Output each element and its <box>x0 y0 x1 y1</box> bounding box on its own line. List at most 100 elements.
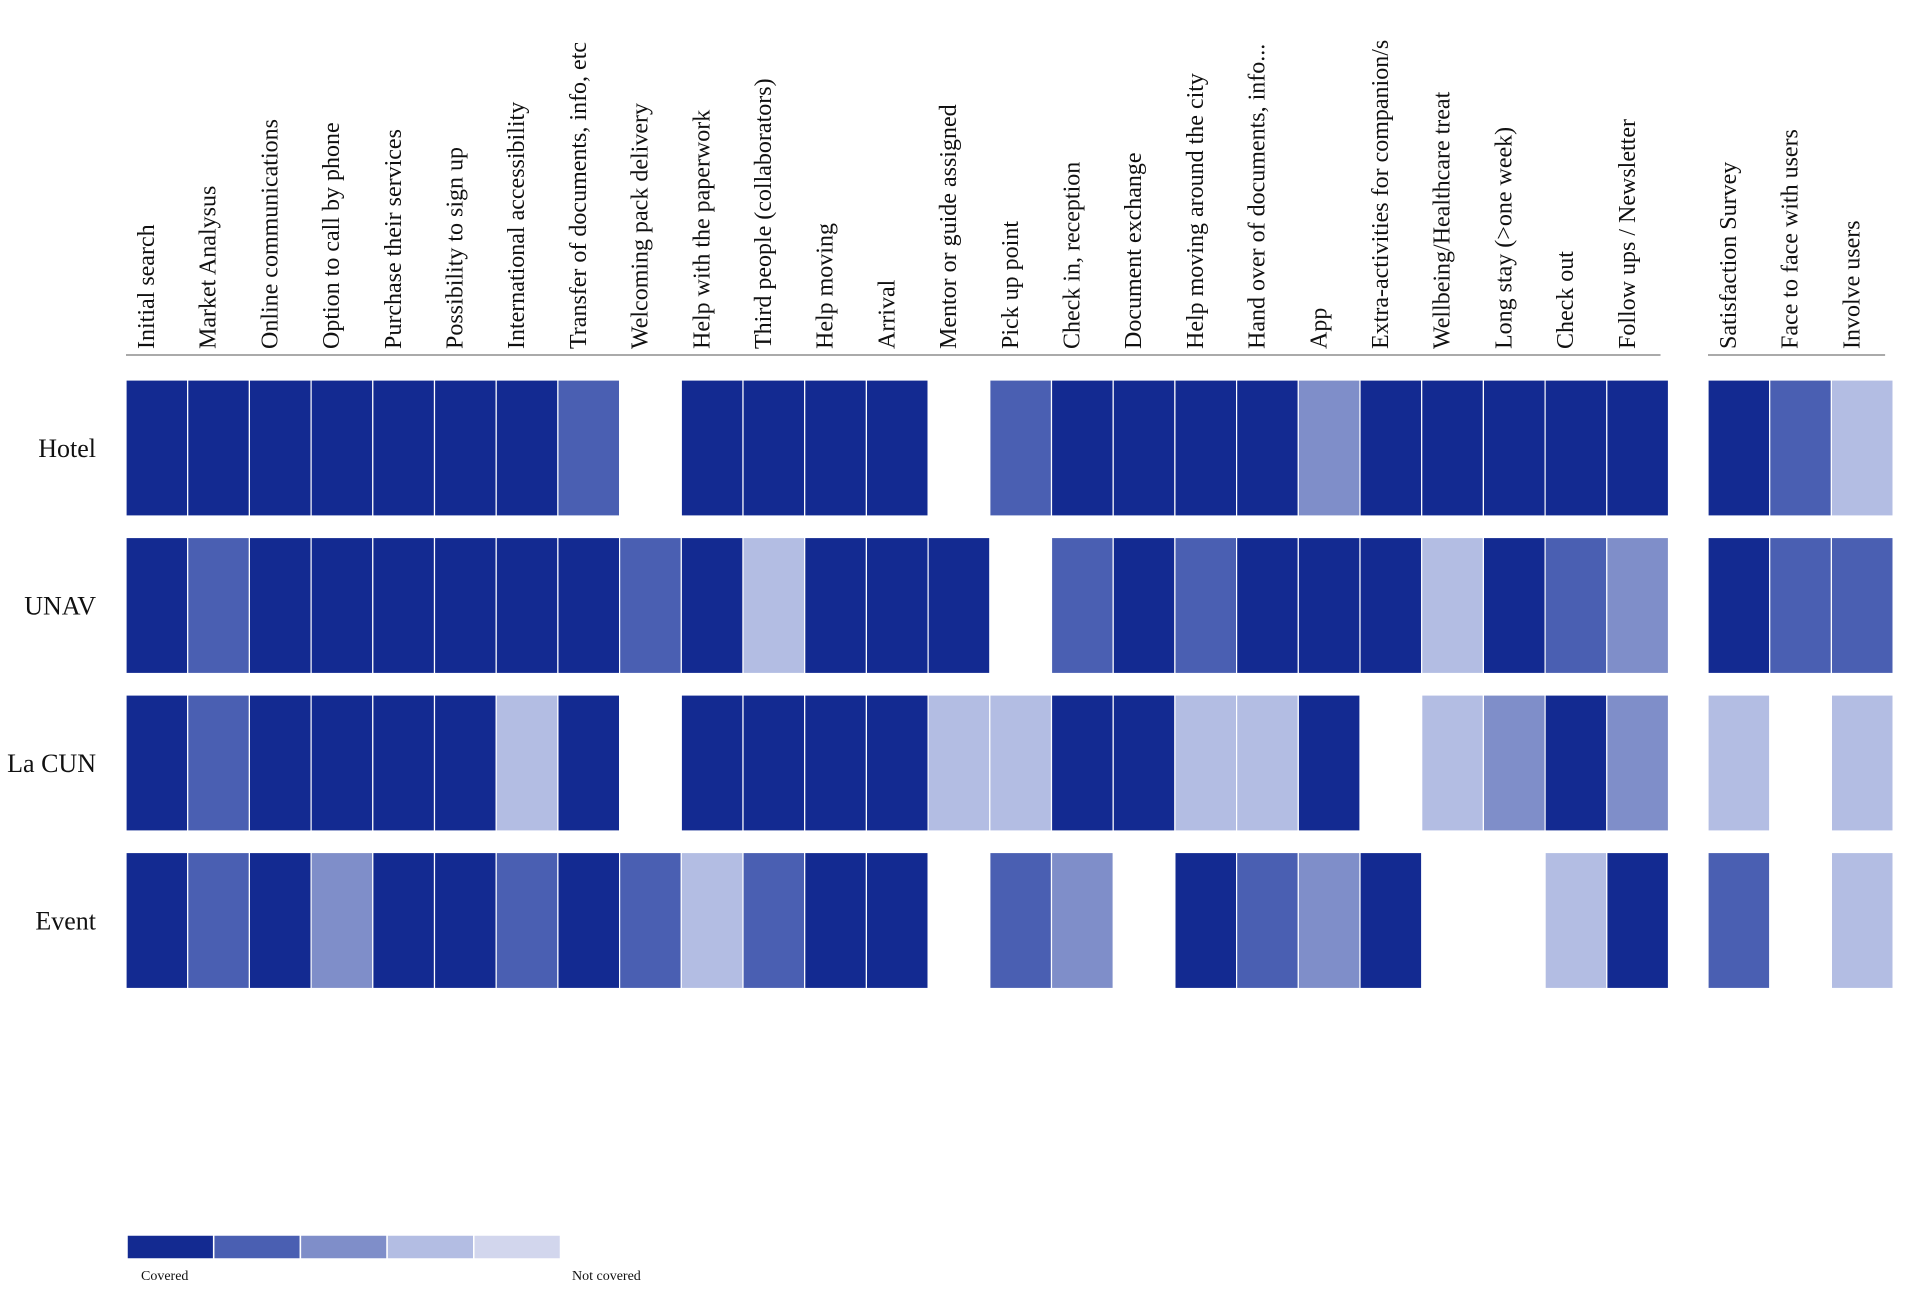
cell <box>1297 379 1361 517</box>
cell <box>1050 379 1114 517</box>
cell <box>680 851 744 990</box>
cell <box>125 694 189 832</box>
cell <box>557 694 621 832</box>
cell <box>1769 379 1832 517</box>
cell <box>1544 379 1608 517</box>
column-label: Hand over of documents, info... <box>1245 44 1271 349</box>
cell <box>495 851 559 990</box>
cell <box>372 694 436 832</box>
column-label: Face to face with users <box>1778 129 1804 349</box>
cell <box>125 536 189 675</box>
cell <box>125 851 189 990</box>
column-label: Arrival <box>874 279 900 349</box>
cell <box>248 851 312 990</box>
cell <box>989 851 1053 990</box>
cell <box>927 536 991 675</box>
cell <box>1769 536 1832 675</box>
cell <box>557 379 621 517</box>
column-label: Initial search <box>134 224 160 349</box>
cell <box>989 379 1053 517</box>
cell <box>865 851 929 990</box>
cell <box>433 536 497 675</box>
cell <box>618 536 682 675</box>
cell <box>1359 536 1423 675</box>
cell <box>1050 694 1114 832</box>
cell <box>372 536 436 675</box>
cell <box>804 536 868 675</box>
legend-swatch <box>126 1234 215 1260</box>
cell <box>557 851 621 990</box>
column-label: Satisfaction Survey <box>1716 162 1742 349</box>
cell <box>248 379 312 517</box>
cell <box>1544 694 1608 832</box>
legend-swatch <box>212 1234 302 1260</box>
cell <box>557 536 621 675</box>
column-label: Welcoming pack delivery <box>628 103 654 349</box>
column-label: Mentor or guide assigned <box>936 104 962 349</box>
column-label: Involve users <box>1839 220 1865 349</box>
cell <box>680 694 744 832</box>
cell <box>1421 694 1484 832</box>
cell <box>804 851 868 990</box>
cell <box>310 536 374 675</box>
cell <box>804 694 868 832</box>
legend-label: Not covered <box>572 1269 641 1284</box>
column-label: Long stay (>one week) <box>1491 127 1517 349</box>
legend-swatch <box>473 1234 562 1260</box>
cell <box>865 694 929 832</box>
cell <box>1112 379 1176 517</box>
cell <box>372 379 436 517</box>
legend-swatch <box>386 1234 475 1260</box>
cell <box>187 379 250 517</box>
cell <box>1482 379 1546 517</box>
cell <box>372 851 436 990</box>
cell <box>1359 379 1423 517</box>
column-label: Possibility to sign up <box>443 147 469 349</box>
cell <box>1235 536 1299 675</box>
cell <box>310 851 374 990</box>
cell <box>618 851 682 990</box>
column-label: Document exchange <box>1121 152 1147 349</box>
cell <box>927 694 991 832</box>
cell <box>1544 851 1608 990</box>
column-label: Check in, reception <box>1060 162 1086 349</box>
row-label: Event <box>35 907 96 936</box>
cell <box>1174 536 1238 675</box>
cell <box>1235 851 1299 990</box>
cell <box>310 379 374 517</box>
cell <box>187 694 250 832</box>
column-label: Help moving around the city <box>1183 73 1209 349</box>
column-label: Check out <box>1553 251 1579 349</box>
cell <box>742 694 806 832</box>
cell <box>680 536 744 675</box>
cell <box>989 694 1053 832</box>
cell <box>310 694 374 832</box>
cell <box>1606 536 1670 675</box>
row-label: Hotel <box>38 434 96 463</box>
cell <box>1544 536 1608 675</box>
cell <box>742 379 806 517</box>
cell <box>1830 379 1894 517</box>
cell <box>1830 694 1894 832</box>
legend-label: Covered <box>141 1269 188 1284</box>
cell <box>1482 536 1546 675</box>
column-label: Help moving <box>813 223 839 349</box>
cell <box>1707 379 1771 517</box>
column-label: Market Analysus <box>196 186 222 349</box>
cell <box>1174 694 1238 832</box>
cell <box>248 694 312 832</box>
column-label: Extra-activities for companion/s <box>1368 40 1394 349</box>
cell <box>1235 379 1299 517</box>
cell <box>495 379 559 517</box>
cell <box>1830 851 1894 990</box>
cell <box>1830 536 1894 675</box>
cell <box>495 694 559 832</box>
column-label: Purchase their services <box>381 129 407 349</box>
column-label: App <box>1306 308 1332 349</box>
cell <box>1174 379 1238 517</box>
cell <box>742 851 806 990</box>
column-label: Third people (collaborators) <box>751 78 777 349</box>
column-label: Pick up point <box>998 221 1024 349</box>
column-label: International accessibility <box>504 102 530 349</box>
cell <box>1050 536 1114 675</box>
